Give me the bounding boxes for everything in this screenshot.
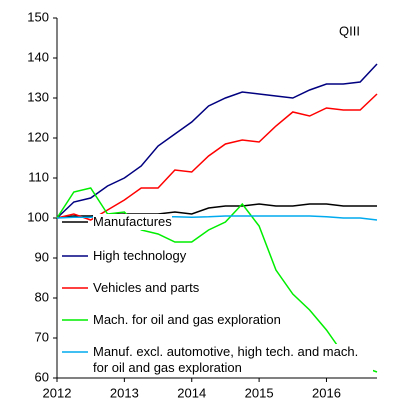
y-tick-label: 150	[27, 9, 49, 24]
y-tick-label: 110	[28, 169, 49, 184]
y-tick-label: 100	[27, 209, 49, 224]
series-line	[56, 93, 378, 221]
x-tick-label: 2016	[312, 385, 341, 400]
y-tick-label: 60	[35, 369, 49, 384]
y-tick-label: 120	[27, 129, 49, 144]
x-tick-label: 2012	[43, 385, 72, 400]
legend-label: Mach. for oil and gas exploration	[93, 312, 281, 328]
y-tick-label: 80	[35, 289, 49, 304]
legend-label: Vehicles and parts	[93, 280, 200, 296]
x-tick-label: 2013	[110, 385, 139, 400]
y-tick-label: 140	[27, 49, 49, 64]
legend-label: High technology	[93, 248, 187, 264]
annotation: QIII	[339, 23, 360, 38]
y-tick-label: 70	[35, 329, 49, 344]
legend-label: Manufactures	[93, 214, 172, 230]
y-tick-label: 90	[35, 249, 49, 264]
legend-label: Manuf. excl. automotive, high tech. and …	[93, 344, 373, 376]
series-line	[56, 63, 378, 219]
x-tick-label: 2014	[177, 385, 206, 400]
x-tick-label: 2015	[245, 385, 274, 400]
y-tick-label: 130	[27, 89, 49, 104]
series-line	[56, 187, 378, 373]
